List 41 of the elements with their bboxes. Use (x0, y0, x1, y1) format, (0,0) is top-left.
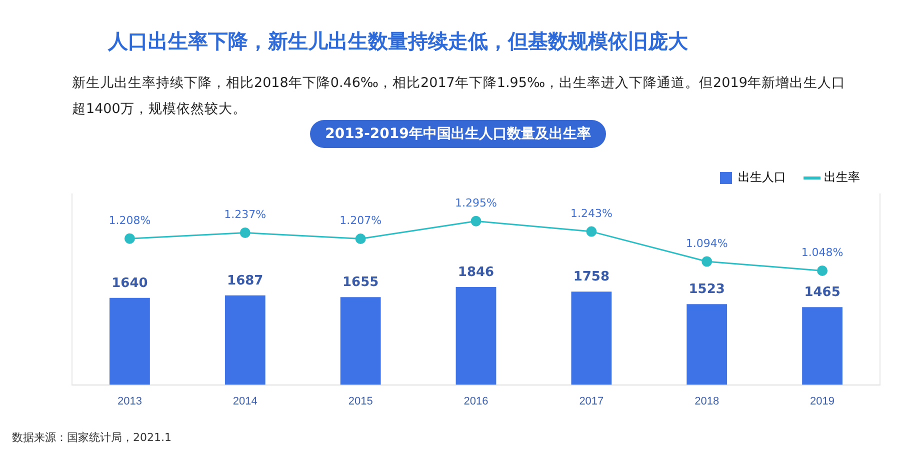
point (355, 234, 366, 244)
legend-label: 出生率 (824, 170, 860, 184)
legend-label: 出生人口 (738, 170, 786, 184)
data-label: 1758 (573, 270, 610, 284)
data-label: 1.207% (340, 214, 382, 228)
chart-subtitle: 新生儿出生率持续下降，相比2018年下降0.46‰，相比2017年下降1.95‰，出生率进入下降通道。但2019年新增出生人口超1400万，规模依然较大。 (72, 74, 846, 119)
bar (224, 295, 266, 385)
point (702, 256, 712, 267)
x-tick-label: 2019 (810, 395, 835, 408)
data-label: 1.048% (801, 246, 844, 260)
bar (456, 286, 496, 385)
x-tick-label: 2015 (348, 395, 373, 408)
x-tick-label: 2013 (117, 395, 142, 408)
data-label: 1.243% (570, 206, 612, 220)
data-label: 1.208% (108, 214, 151, 227)
data-label: 1655 (342, 274, 379, 290)
point (240, 228, 250, 238)
data-label: 1523 (688, 282, 725, 297)
data-label: 1640 (112, 276, 148, 291)
data-label: 1465 (804, 285, 840, 300)
data-label: 1687 (227, 273, 264, 288)
bar (802, 307, 842, 385)
data-label: 1.094% (686, 236, 728, 250)
data-label: 1846 (458, 264, 494, 280)
point (124, 233, 135, 244)
bar (340, 297, 381, 385)
chart-title: 人口出生率下降，新生儿出生数量持续走低，但基数规模依旧庞大 (108, 28, 688, 55)
point (586, 226, 597, 237)
x-tick-label: 2018 (694, 395, 720, 408)
bar (110, 298, 150, 385)
bar (571, 292, 612, 385)
text: 2013-2019年中国出生人口数量及出生率 (310, 120, 606, 148)
source-note: 数据来源：国家统计局，2021.1 (12, 430, 172, 445)
x-tick-label: 2017 (579, 395, 604, 408)
data-label: 1.237% (224, 208, 266, 222)
data-label: 1.295% (455, 196, 497, 210)
bar (686, 304, 728, 385)
x-tick-label: 2014 (232, 395, 258, 408)
point (817, 265, 828, 276)
point (470, 216, 482, 226)
x-tick-label: 2016 (464, 395, 488, 408)
